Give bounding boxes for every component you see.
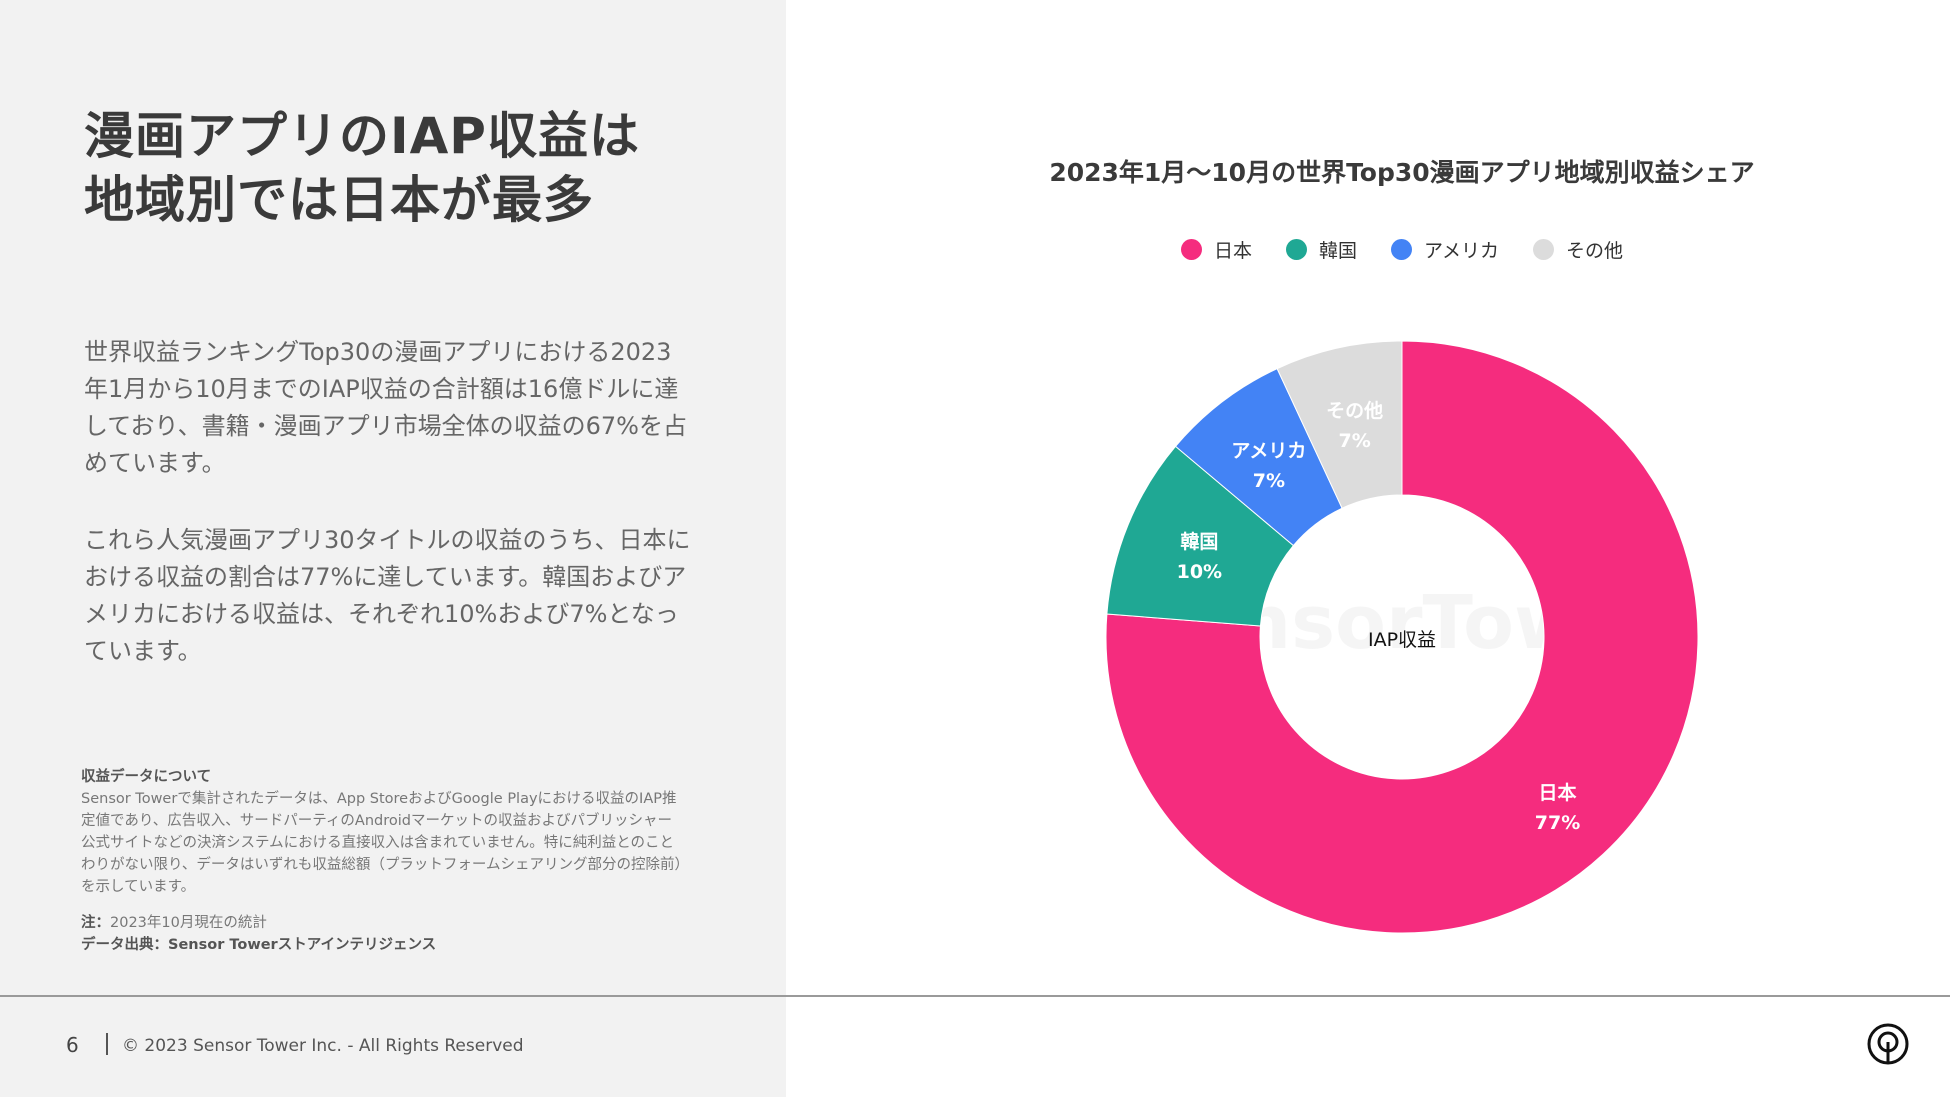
- legend-label: 韓国: [1318, 240, 1357, 262]
- notes-body: Sensor Towerで集計されたデータは、App StoreおよびGoogl…: [81, 791, 682, 895]
- legend-swatch: [1533, 239, 1555, 260]
- slice-label-korea: 韓国: [1180, 530, 1218, 553]
- data-label-japan: 77%: [1535, 812, 1580, 834]
- chart-title: 2023年1月～10月の世界Top30漫画アプリ地域別収益シェア: [1049, 158, 1755, 187]
- page-number: 6: [66, 1033, 79, 1057]
- copyright: © 2023 Sensor Tower Inc. - All Rights Re…: [122, 1036, 524, 1056]
- legend-swatch: [1285, 239, 1307, 260]
- legend: 日本 韓国 アメリカ その他: [980, 236, 1824, 263]
- data-source: データ出典：Sensor Towerストアインテリジェンス: [81, 937, 437, 953]
- slice-label-japan: 日本: [1539, 781, 1577, 804]
- footer-separator: [106, 1033, 108, 1055]
- slice-japan: [1105, 340, 1699, 934]
- data-label-korea: 10%: [1177, 561, 1222, 583]
- sensor-tower-logo-icon: [1867, 1023, 1909, 1065]
- legend-item-usa: アメリカ: [1390, 236, 1500, 263]
- slice-label-other: その他: [1326, 399, 1383, 422]
- page-title: 漫画アプリのIAP収益は 地域別では日本が最多: [84, 104, 640, 232]
- data-label-other: 7%: [1339, 430, 1371, 452]
- title-line-2: 地域別では日本が最多: [84, 171, 594, 229]
- note-text: 2023年10月現在の統計: [110, 915, 267, 931]
- center-label: IAP収益: [1368, 629, 1436, 651]
- footer-divider: [0, 995, 1950, 997]
- left-panel: 漫画アプリのIAP収益は 地域別では日本が最多 世界収益ランキングTop30の漫…: [0, 0, 786, 1097]
- legend-item-korea: 韓国: [1285, 236, 1357, 263]
- legend-swatch: [1390, 239, 1412, 260]
- title-line-1: 漫画アプリのIAP収益は: [84, 107, 640, 165]
- data-label-usa: 7%: [1253, 470, 1285, 492]
- legend-label: 日本: [1213, 240, 1252, 262]
- notes-heading: 収益データについて: [81, 769, 212, 785]
- legend-swatch: [1180, 239, 1202, 260]
- legend-label: その他: [1566, 240, 1624, 262]
- body-paragraph-2: これら人気漫画アプリ30タイトルの収益のうち、日本における収益の割合は77%に達…: [84, 526, 691, 665]
- legend-item-other: その他: [1533, 236, 1623, 263]
- notes: 収益データについて Sensor Towerで集計されたデータは、App Sto…: [81, 766, 686, 956]
- body-paragraph-1: 世界収益ランキングTop30の漫画アプリにおける2023年1月から10月までのI…: [84, 338, 687, 477]
- legend-item-japan: 日本: [1180, 236, 1252, 263]
- slice-other: [1276, 340, 1403, 509]
- note-label: 注：: [81, 915, 110, 931]
- slice-label-usa: アメリカ: [1231, 440, 1306, 462]
- legend-label: アメリカ: [1423, 240, 1500, 262]
